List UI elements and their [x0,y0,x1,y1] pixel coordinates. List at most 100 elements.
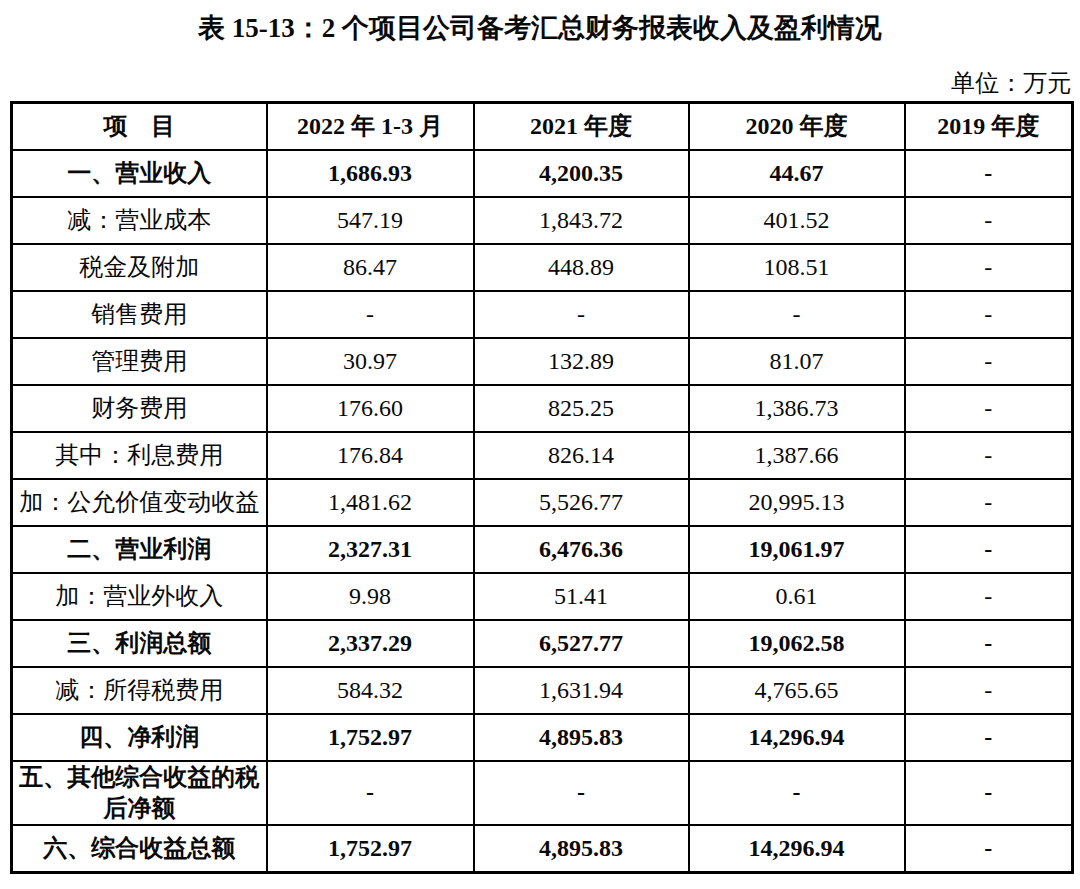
row-value: 108.51 [689,244,905,291]
row-value: 1,686.93 [267,150,474,197]
row-label: 减：所得税费用 [12,667,267,714]
row-value: - [267,761,474,825]
row-value: 2,337.29 [267,620,474,667]
row-value: 4,200.35 [474,150,689,197]
table-row: 三、利润总额2,337.296,527.7719,062.58- [12,620,1073,667]
table-row: 减：营业成本547.191,843.72401.52- [12,197,1073,244]
row-value: 14,296.94 [689,714,905,761]
table-header-row: 项 目 2022 年 1-3 月 2021 年度 2020 年度 2019 年度 [12,102,1073,150]
row-value: 20,995.13 [689,479,905,526]
table-row: 销售费用---- [12,291,1073,338]
row-value: 1,386.73 [689,385,905,432]
row-label: 六、综合收益总额 [12,825,267,873]
row-value: 401.52 [689,197,905,244]
row-value: 825.25 [474,385,689,432]
row-label: 管理费用 [12,338,267,385]
row-value: 14,296.94 [689,825,905,873]
row-value: 19,061.97 [689,526,905,573]
row-value: - [474,291,689,338]
table-row: 减：所得税费用584.321,631.944,765.65- [12,667,1073,714]
row-label: 减：营业成本 [12,197,267,244]
row-value: 4,895.83 [474,714,689,761]
row-label: 五、其他综合收益的税后净额 [12,761,267,825]
row-value: - [905,338,1073,385]
row-value: 1,481.62 [267,479,474,526]
row-value: 6,476.36 [474,526,689,573]
row-value: 2,327.31 [267,526,474,573]
row-value: 448.89 [474,244,689,291]
row-value: 176.60 [267,385,474,432]
column-header-2020: 2020 年度 [689,102,905,150]
table-row: 税金及附加86.47448.89108.51- [12,244,1073,291]
row-label: 一、营业收入 [12,150,267,197]
row-value: - [905,761,1073,825]
row-value: - [905,150,1073,197]
row-label: 加：公允价值变动收益 [12,479,267,526]
table-row: 六、综合收益总额1,752.974,895.8314,296.94- [12,825,1073,873]
row-label: 税金及附加 [12,244,267,291]
row-value: - [689,291,905,338]
row-value: - [905,667,1073,714]
row-value: 1,752.97 [267,714,474,761]
row-value: 44.67 [689,150,905,197]
table-row: 管理费用30.97132.8981.07- [12,338,1073,385]
row-value: 176.84 [267,432,474,479]
row-value: - [905,573,1073,620]
row-value: 81.07 [689,338,905,385]
table-body: 一、营业收入1,686.934,200.3544.67-减：营业成本547.19… [12,150,1073,873]
column-header-2019: 2019 年度 [905,102,1073,150]
row-value: 4,765.65 [689,667,905,714]
row-value: 1,387.66 [689,432,905,479]
row-value: 4,895.83 [474,825,689,873]
row-label: 三、利润总额 [12,620,267,667]
row-value: 19,062.58 [689,620,905,667]
row-value: - [905,620,1073,667]
column-header-item: 项 目 [12,102,267,150]
row-value: - [905,432,1073,479]
table-row: 加：营业外收入9.9851.410.61- [12,573,1073,620]
row-value: 826.14 [474,432,689,479]
table-row: 其中：利息费用176.84826.141,387.66- [12,432,1073,479]
row-value: 9.98 [267,573,474,620]
row-value: - [474,761,689,825]
row-value: 51.41 [474,573,689,620]
column-header-2021: 2021 年度 [474,102,689,150]
row-value: - [905,526,1073,573]
row-label: 二、营业利润 [12,526,267,573]
unit-label: 单位：万元 [10,70,1071,96]
row-label: 加：营业外收入 [12,573,267,620]
row-value: - [905,385,1073,432]
table-row: 二、营业利润2,327.316,476.3619,061.97- [12,526,1073,573]
row-value: 132.89 [474,338,689,385]
row-value: 86.47 [267,244,474,291]
row-label: 财务费用 [12,385,267,432]
table-row: 加：公允价值变动收益1,481.625,526.7720,995.13- [12,479,1073,526]
row-value: 1,843.72 [474,197,689,244]
row-label: 其中：利息费用 [12,432,267,479]
row-value: 0.61 [689,573,905,620]
row-value: 5,526.77 [474,479,689,526]
table-row: 财务费用176.60825.251,386.73- [12,385,1073,432]
row-value: - [905,197,1073,244]
table-row: 一、营业收入1,686.934,200.3544.67- [12,150,1073,197]
row-value: - [905,479,1073,526]
table-row: 四、净利润1,752.974,895.8314,296.94- [12,714,1073,761]
row-label: 四、净利润 [12,714,267,761]
row-value: 30.97 [267,338,474,385]
row-value: - [905,825,1073,873]
row-value: 584.32 [267,667,474,714]
column-header-2022q1: 2022 年 1-3 月 [267,102,474,150]
row-value: 1,631.94 [474,667,689,714]
row-label: 销售费用 [12,291,267,338]
row-value: 6,527.77 [474,620,689,667]
row-value: - [905,291,1073,338]
table-title: 表 15-13：2 个项目公司备考汇总财务报表收入及盈利情况 [0,0,1080,44]
row-value: 1,752.97 [267,825,474,873]
row-value: 547.19 [267,197,474,244]
row-value: - [267,291,474,338]
row-value: - [905,244,1073,291]
row-value: - [905,714,1073,761]
table-row: 五、其他综合收益的税后净额---- [12,761,1073,825]
document-page: 表 15-13：2 个项目公司备考汇总财务报表收入及盈利情况 单位：万元 项 目… [0,0,1080,889]
row-value: - [689,761,905,825]
